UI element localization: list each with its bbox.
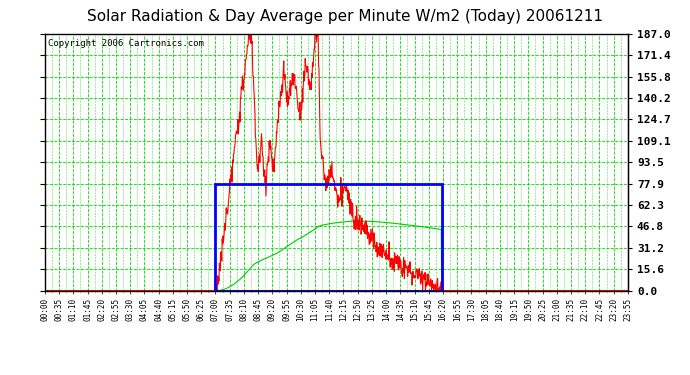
Text: Copyright 2006 Cartronics.com: Copyright 2006 Cartronics.com <box>48 39 204 48</box>
Bar <box>215 184 442 291</box>
Text: Solar Radiation & Day Average per Minute W/m2 (Today) 20061211: Solar Radiation & Day Average per Minute… <box>87 9 603 24</box>
